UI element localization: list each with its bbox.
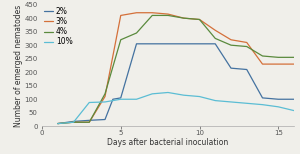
2% <box>72 120 75 122</box>
4% <box>292 56 296 58</box>
10% <box>214 100 217 101</box>
10% <box>103 101 107 103</box>
Line: 3%: 3% <box>58 13 294 124</box>
4% <box>245 46 248 47</box>
4% <box>119 39 123 41</box>
4% <box>229 44 233 46</box>
3% <box>214 29 217 31</box>
Line: 10%: 10% <box>58 93 294 124</box>
3% <box>229 39 233 41</box>
2% <box>135 43 138 45</box>
4% <box>135 32 138 34</box>
2% <box>182 43 185 45</box>
2% <box>292 98 296 100</box>
4% <box>151 14 154 16</box>
3% <box>88 121 91 123</box>
3% <box>151 12 154 14</box>
4% <box>277 56 280 58</box>
10% <box>119 98 123 100</box>
3% <box>277 63 280 65</box>
2% <box>229 67 233 69</box>
2% <box>56 123 60 124</box>
4% <box>214 37 217 39</box>
3% <box>245 42 248 43</box>
3% <box>182 17 185 19</box>
3% <box>292 63 296 65</box>
4% <box>166 14 170 16</box>
Line: 2%: 2% <box>58 44 294 124</box>
10% <box>292 110 296 111</box>
10% <box>245 102 248 104</box>
10% <box>198 96 201 97</box>
10% <box>135 98 138 100</box>
10% <box>151 93 154 95</box>
3% <box>261 63 264 65</box>
2% <box>166 43 170 45</box>
2% <box>245 69 248 70</box>
10% <box>261 104 264 106</box>
4% <box>56 123 60 124</box>
4% <box>198 19 201 20</box>
3% <box>72 121 75 123</box>
10% <box>182 94 185 96</box>
10% <box>56 123 60 124</box>
2% <box>214 43 217 45</box>
4% <box>182 17 185 19</box>
2% <box>261 97 264 99</box>
X-axis label: Days after bacterial inoculation: Days after bacterial inoculation <box>107 138 229 147</box>
4% <box>261 55 264 57</box>
10% <box>229 101 233 103</box>
2% <box>103 119 107 120</box>
3% <box>119 14 123 16</box>
3% <box>103 96 107 97</box>
Line: 4%: 4% <box>58 15 294 124</box>
2% <box>88 119 91 121</box>
3% <box>135 12 138 14</box>
4% <box>103 93 107 95</box>
10% <box>277 106 280 108</box>
2% <box>277 98 280 100</box>
10% <box>166 92 170 93</box>
3% <box>166 13 170 15</box>
Legend: 2%, 3%, 4%, 10%: 2%, 3%, 4%, 10% <box>44 6 73 47</box>
10% <box>72 121 75 123</box>
10% <box>88 102 91 103</box>
2% <box>151 43 154 45</box>
2% <box>119 97 123 99</box>
2% <box>198 43 201 45</box>
4% <box>88 121 91 123</box>
3% <box>198 19 201 20</box>
3% <box>56 123 60 124</box>
2% <box>111 98 115 100</box>
4% <box>72 121 75 123</box>
Y-axis label: Number of emerged nematodes: Number of emerged nematodes <box>14 4 23 127</box>
